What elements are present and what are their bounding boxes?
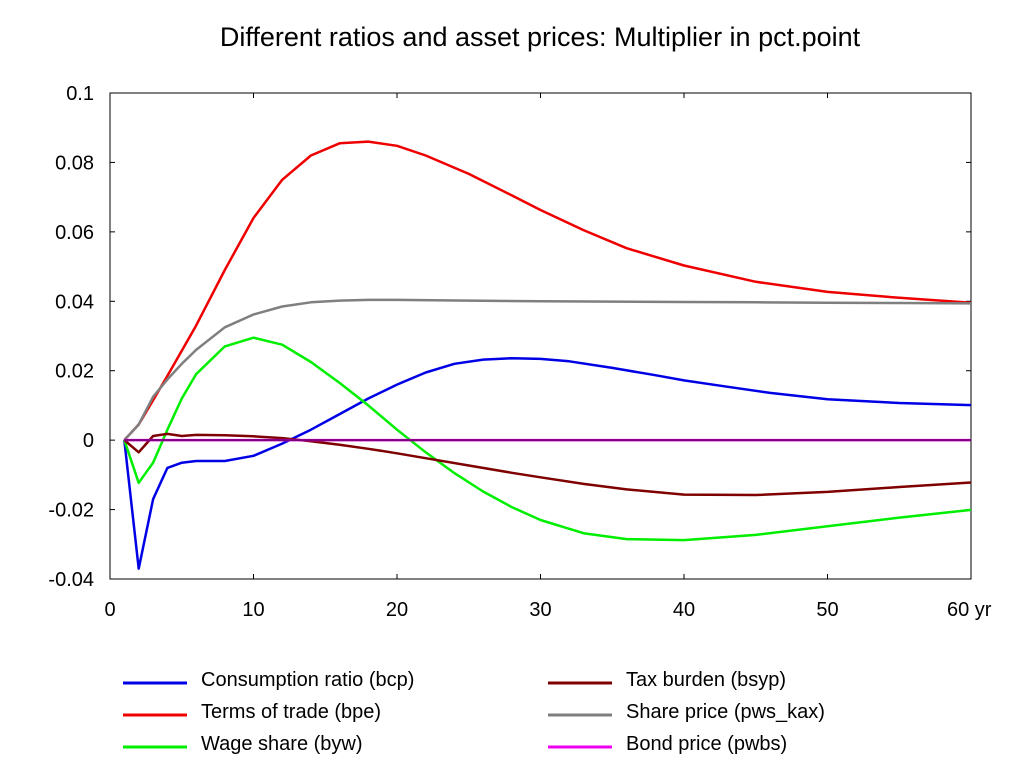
series-layer [123, 140, 972, 570]
x-tick-label: 10 [242, 599, 264, 621]
legend-item: Wage share (byw) [123, 733, 363, 755]
series-line-0 [123, 356, 972, 570]
y-tick-label: 0.1 [66, 83, 94, 105]
x-tick-label: 50 [816, 599, 838, 621]
plot-frame [109, 92, 972, 580]
legend-label: Wage share (byw) [201, 733, 363, 755]
legend-label: Bond price (pwbs) [626, 733, 787, 755]
legend-item: Consumption ratio (bcp) [123, 669, 414, 691]
legend-label: Share price (pws_kax) [626, 701, 825, 723]
x-tick-label: 30 [529, 599, 551, 621]
legend-item: Terms of trade (bpe) [123, 701, 381, 723]
legend-label: Tax burden (bsyp) [626, 669, 786, 691]
x-axis: 0 10 20 30 40 50 60 yr [104, 93, 992, 621]
series-line-1 [123, 140, 972, 441]
x-tick-label: 0 [104, 599, 115, 621]
y-tick-label: 0.02 [55, 361, 94, 383]
y-axis: -0.04 -0.02 0 0.02 0.04 0.06 0.08 0.1 [48, 83, 971, 591]
legend-item: Tax burden (bsyp) [548, 669, 786, 691]
legend-label: Terms of trade (bpe) [201, 701, 381, 723]
series-line-4 [123, 298, 972, 441]
legend-item: Share price (pws_kax) [548, 701, 825, 723]
y-tick-label: 0.04 [55, 291, 94, 313]
x-tick-label: 60 yr [947, 599, 992, 621]
series-line-2 [123, 336, 972, 542]
series-line-3 [123, 432, 972, 497]
plot-border [109, 92, 972, 580]
x-tick-label: 40 [673, 599, 695, 621]
y-tick-label: -0.02 [48, 500, 94, 522]
legend-label: Consumption ratio (bcp) [201, 669, 414, 691]
chart-title: Different ratios and asset prices: Multi… [219, 22, 861, 52]
y-tick-label: 0 [83, 430, 94, 452]
legend: Consumption ratio (bcp) Terms of trade (b… [123, 669, 825, 755]
y-tick-label: 0.06 [55, 222, 94, 244]
y-tick-label: 0.08 [55, 152, 94, 174]
y-tick-label: -0.04 [48, 569, 94, 591]
x-tick-label: 20 [386, 599, 408, 621]
legend-item: Bond price (pwbs) [548, 733, 787, 755]
